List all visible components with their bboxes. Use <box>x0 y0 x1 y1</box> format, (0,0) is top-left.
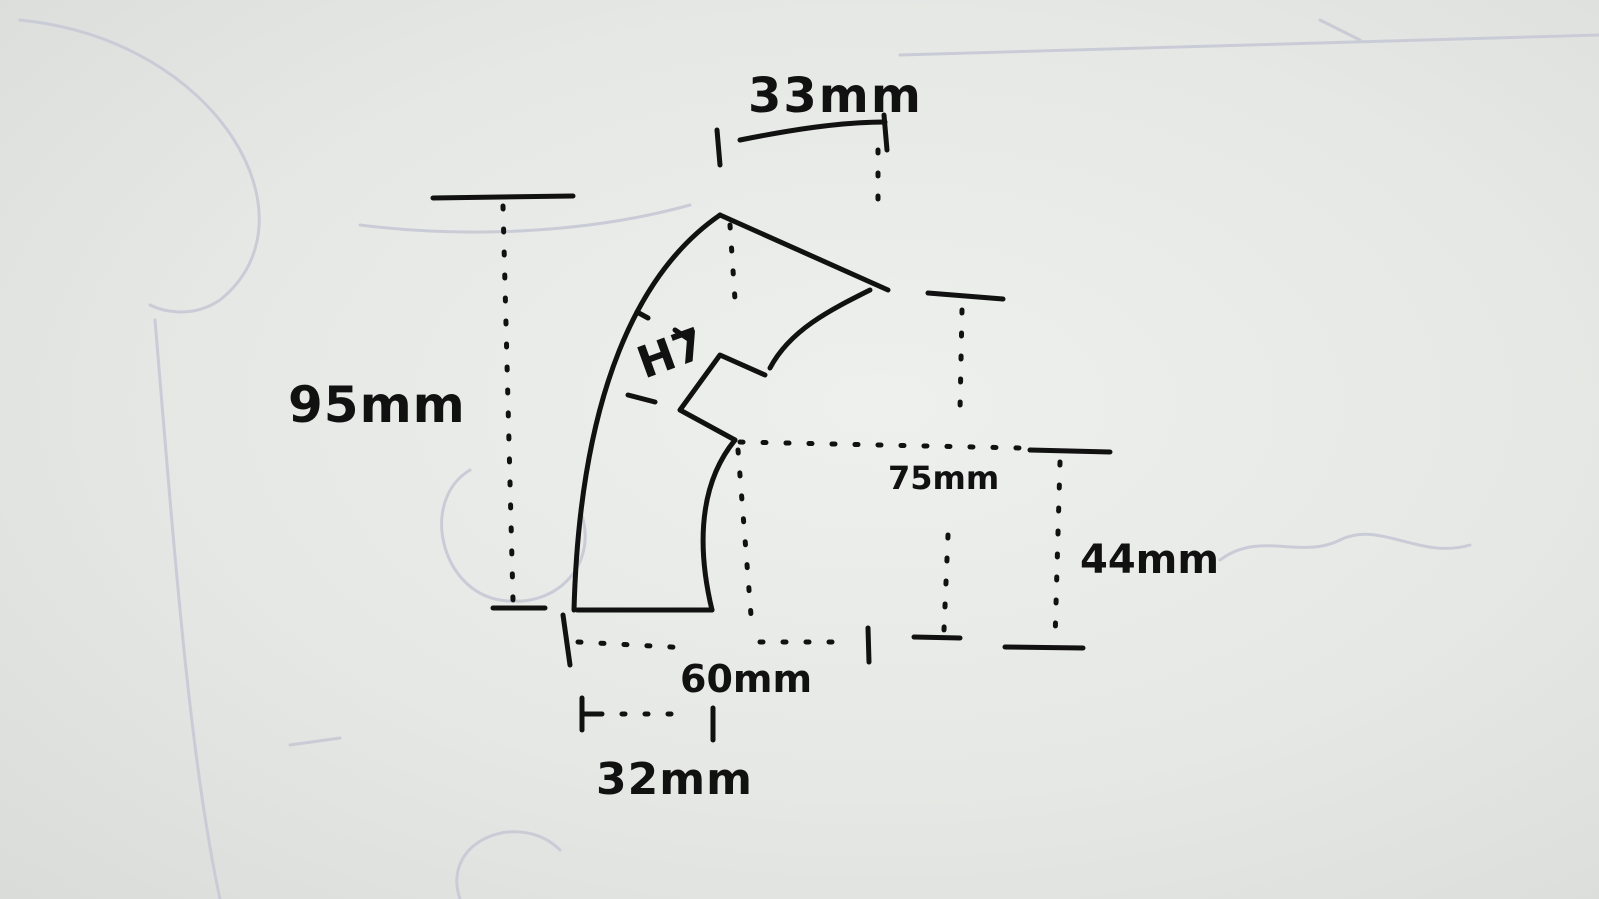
guide-bottom-left <box>575 639 693 651</box>
dim-33-line <box>737 119 888 143</box>
outer-curve <box>571 212 723 613</box>
guide-center-vertical <box>727 222 738 303</box>
ghost-swirl-right <box>1218 532 1472 562</box>
ghost-arc-bottom-left <box>288 736 342 747</box>
guide-95-vertical <box>500 203 516 603</box>
guide-44-vertical <box>1052 459 1063 643</box>
dim-60-tick-left <box>560 612 573 668</box>
dotted-guides <box>500 147 1063 717</box>
inner-lower-curve <box>700 437 738 613</box>
dimension-bottom-width-b-label: 32mm <box>596 754 753 805</box>
dimension-lines <box>430 112 1113 743</box>
top-edge <box>717 212 891 293</box>
slot-bar-top <box>672 327 693 343</box>
ghost-line-top-right <box>1318 18 1362 42</box>
dimension-bottom-width-a-label: 60mm <box>680 657 813 701</box>
slot-tick-left <box>634 309 651 321</box>
dim-60-tick-right <box>865 625 872 665</box>
ghost-marks <box>18 18 1599 899</box>
notch-diagonal <box>677 352 768 443</box>
ghost-oval-center <box>440 468 587 603</box>
slot-bar-bottom <box>625 392 658 405</box>
guide-75-lower <box>941 532 951 633</box>
dimension-top-width-label: 33mm <box>748 68 923 124</box>
dim-33-tick-left <box>714 127 723 168</box>
slot-marks <box>625 327 693 405</box>
bracket-outline <box>571 212 891 613</box>
ghost-arc-left <box>18 18 261 314</box>
dim-95-top-bar <box>430 193 576 201</box>
dim-75-top-bar <box>925 290 1006 302</box>
dim-44-top-bar <box>1027 447 1113 455</box>
dim-33-tick-right <box>881 112 890 153</box>
guide-notch-vertical <box>735 447 755 631</box>
inner-upper-curve <box>767 287 873 371</box>
dimension-right-height-a-label: 75mm <box>888 459 1000 497</box>
guide-horizontal-mid <box>737 439 1023 451</box>
dim-44-bottom-bar <box>1002 644 1086 651</box>
dim-75-bottom-bar <box>911 634 963 641</box>
dimension-right-height-b-label: 44mm <box>1080 537 1220 583</box>
ghost-line-top <box>898 33 1599 57</box>
dimension-total-height-label: 95mm <box>288 376 466 434</box>
ghost-cross-top <box>358 203 692 234</box>
ghost-oval-bottom <box>455 830 562 899</box>
guide-75-vertical <box>957 307 965 413</box>
ghost-vertical-left <box>153 318 222 899</box>
